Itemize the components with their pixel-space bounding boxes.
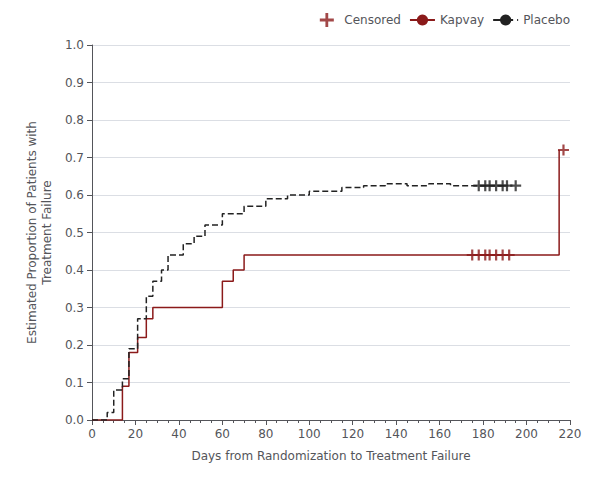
svg-text:160: 160 [428, 427, 451, 441]
svg-text:Censored: Censored [344, 13, 401, 27]
svg-text:0.3: 0.3 [65, 301, 84, 315]
svg-text:200: 200 [515, 427, 538, 441]
svg-text:0.4: 0.4 [65, 263, 84, 277]
svg-text:60: 60 [215, 427, 230, 441]
svg-text:20: 20 [128, 427, 143, 441]
svg-text:0.9: 0.9 [65, 76, 84, 90]
svg-text:0: 0 [88, 427, 96, 441]
svg-text:0.1: 0.1 [65, 376, 84, 390]
svg-text:Days from Randomization to Tre: Days from Randomization to Treatment Fai… [191, 449, 470, 463]
svg-text:180: 180 [472, 427, 495, 441]
svg-text:0.8: 0.8 [65, 113, 84, 127]
svg-text:Kapvay: Kapvay [440, 13, 484, 27]
svg-text:120: 120 [341, 427, 364, 441]
svg-text:0.5: 0.5 [65, 226, 84, 240]
svg-text:220: 220 [559, 427, 582, 441]
svg-text:Treatment Failure: Treatment Failure [40, 180, 54, 285]
svg-text:0.0: 0.0 [65, 413, 84, 427]
svg-text:40: 40 [171, 427, 186, 441]
svg-text:80: 80 [258, 427, 273, 441]
svg-text:Estimated Proportion of Patien: Estimated Proportion of Patients with [25, 121, 39, 344]
svg-text:1.0: 1.0 [65, 38, 84, 52]
svg-text:140: 140 [385, 427, 408, 441]
svg-text:0.7: 0.7 [65, 151, 84, 165]
svg-text:100: 100 [298, 427, 321, 441]
svg-text:Placebo: Placebo [523, 13, 570, 27]
svg-text:0.2: 0.2 [65, 338, 84, 352]
svg-text:0.6: 0.6 [65, 188, 84, 202]
